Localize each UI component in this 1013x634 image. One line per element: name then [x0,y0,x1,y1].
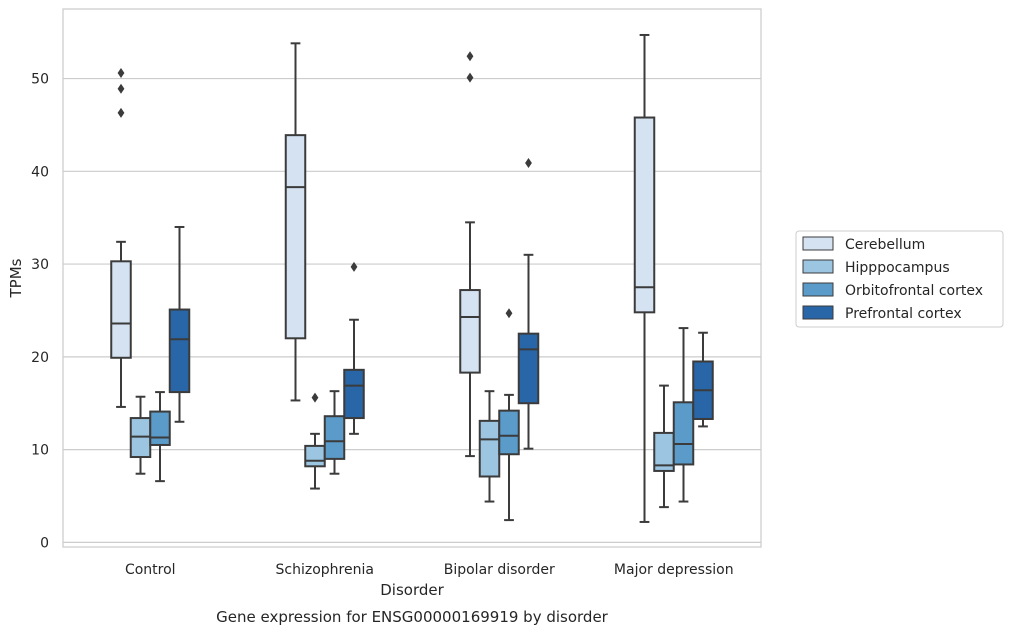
outlier-point [505,308,513,319]
y-tick-label: 20 [31,350,49,366]
legend-swatch [802,305,834,320]
legend-label: Cerebellum [845,237,925,253]
box-0-2 [149,391,171,483]
box-1-0 [284,42,307,402]
x-tick-label: Major depression [614,562,734,578]
chart-caption: Gene expression for ENSG00000169919 by d… [216,608,609,626]
box-1-1 [304,392,326,490]
legend-swatch [802,259,834,274]
box-0-0 [110,68,132,408]
box-body [284,134,307,340]
y-axis-title: TPMs [7,258,25,298]
box-body [633,116,656,314]
legend-label: Prefrontal cortex [845,306,962,322]
outlier-point [311,392,319,403]
outlier-point [466,51,474,62]
legend-swatch [802,236,834,251]
y-tick-label: 40 [31,164,49,180]
legend: Cerebellum Hipppocampus Orbitofrontal cort… [795,230,1004,328]
box-body [110,260,132,359]
boxes [110,33,714,523]
box-body [323,415,346,460]
x-tick-label: Schizophrenia [276,562,374,578]
legend-label: Orbitofrontal cortex [845,283,983,299]
legend-label: Hipppocampus [845,260,950,276]
outlier-point [117,83,125,94]
outlier-point [525,157,532,168]
outlier-point [117,68,125,79]
y-tick-label: 50 [31,72,49,88]
box-body [168,308,191,394]
box-2-1 [478,390,501,503]
box-2-3 [517,157,540,450]
box-2-2 [498,308,520,522]
y-tick-label: 10 [31,443,49,459]
box-1-2 [323,390,346,475]
box-body [304,444,326,468]
x-tick-labels: Control Schizophrenia Bipolar disorder Majo… [125,562,734,578]
box-0-3 [168,225,191,423]
box-body [672,401,695,466]
legend-frame [795,230,1004,328]
legend-swatch [802,282,834,297]
box-2-0 [459,51,481,458]
y-tick-label: 30 [31,257,49,273]
plot-frame [62,8,762,548]
box-3-3 [692,331,714,428]
box-body [343,368,365,420]
y-tick-labels: 0 10 20 30 40 50 [31,72,49,552]
outlier-point [466,72,474,83]
outlier-point [117,107,125,118]
x-tick-label: Control [125,562,176,578]
box-body [498,409,520,456]
y-tick-label: 0 [40,535,49,551]
box-body [478,419,501,478]
box-0-1 [129,395,152,475]
box-1-3 [343,261,365,435]
box-3-2 [672,327,695,503]
box-body [149,410,171,446]
box-body [459,289,481,374]
x-axis-title: Disorder [380,581,444,599]
box-body [517,332,540,405]
box-3-0 [633,33,656,523]
x-tick-label: Bipolar disorder [444,562,555,578]
outlier-point [350,261,358,272]
